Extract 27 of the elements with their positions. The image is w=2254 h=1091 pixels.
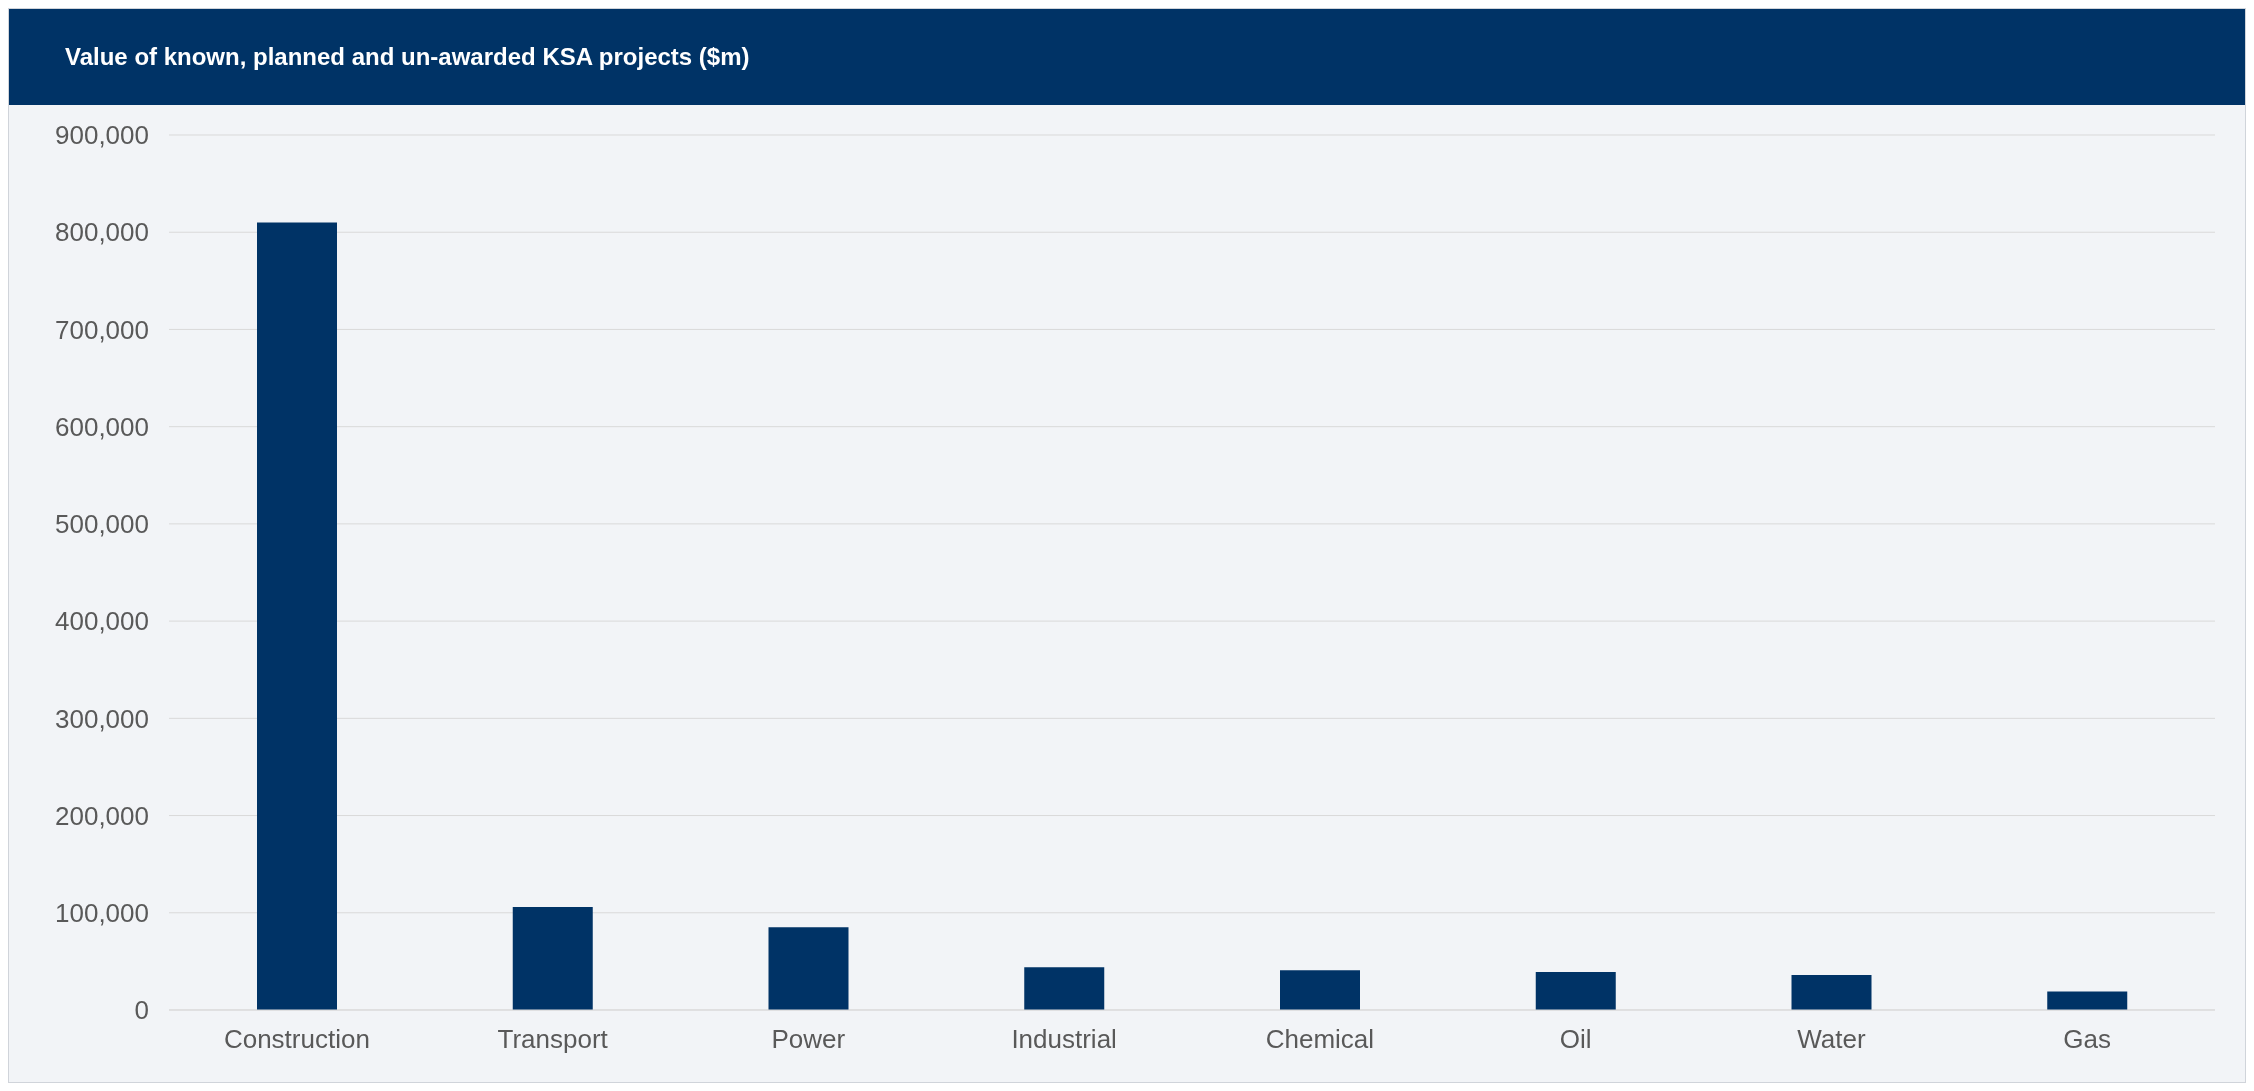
y-tick-label: 600,000 — [55, 411, 149, 442]
x-tick-label: Chemical — [1265, 1024, 1375, 1055]
x-tick-label: Gas — [2063, 1024, 2111, 1055]
y-tick-label: 400,000 — [55, 606, 149, 637]
bar — [1280, 970, 1360, 1010]
y-tick-label: 800,000 — [55, 217, 149, 248]
y-tick-label: 0 — [134, 995, 149, 1026]
bar — [512, 906, 593, 1010]
bar — [1791, 975, 1872, 1010]
x-tick-label: Industrial — [1011, 1024, 1117, 1055]
x-tick-label: Transport — [497, 1024, 609, 1055]
y-tick-label: 900,000 — [55, 120, 149, 151]
x-tick-label: Power — [771, 1024, 846, 1055]
y-tick-label: 100,000 — [55, 898, 149, 929]
chart-title: Value of known, planned and un-awarded KSA projects ($m) — [9, 9, 2245, 105]
bar — [2047, 991, 2128, 1010]
y-tick-label: 300,000 — [55, 703, 149, 734]
bar — [768, 927, 849, 1010]
x-tick-label: Construction — [223, 1024, 370, 1055]
bar — [257, 222, 337, 1010]
x-tick-label: Water — [1797, 1024, 1866, 1055]
bar — [1024, 967, 1105, 1010]
x-tick-label: Oil — [1559, 1024, 1592, 1055]
bar — [1535, 972, 1616, 1010]
y-tick-label: 700,000 — [55, 314, 149, 345]
y-tick-label: 200,000 — [55, 800, 149, 831]
y-tick-label: 500,000 — [55, 509, 149, 540]
